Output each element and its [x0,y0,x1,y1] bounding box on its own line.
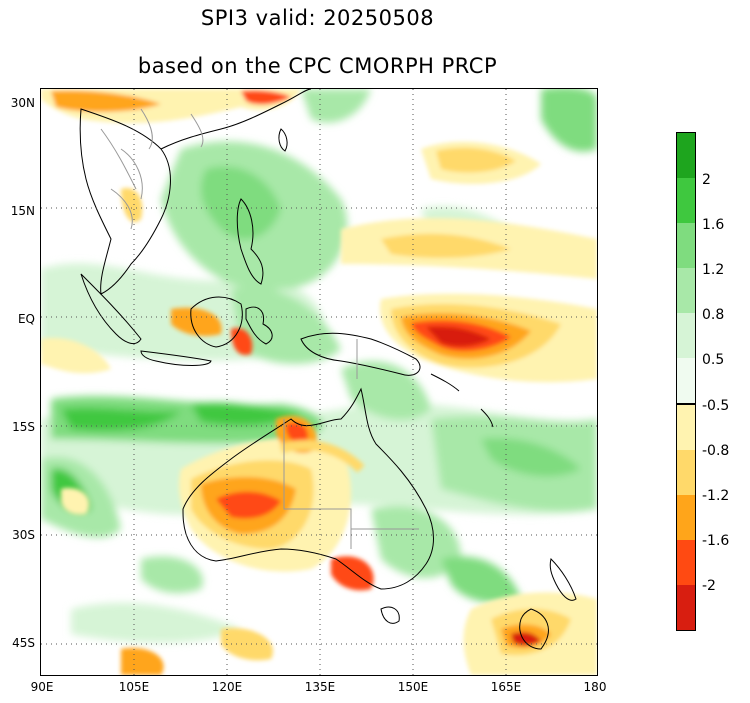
lon-label-165e: 165E [490,680,522,694]
lat-label-30s: 30S [12,528,35,542]
spi-map [40,88,598,676]
colorbar-wet [676,132,696,404]
colorbar-dry [676,404,696,631]
colorbar-wet-label: 0.8 [702,307,725,323]
colorbar-dry-label: -0.8 [702,443,730,459]
colorbar-swatch [677,495,695,540]
borders [100,108,419,549]
colorbar-swatch [677,223,695,268]
lon-label-180: 180 [583,680,607,694]
lon-label-120e: 120E [211,680,243,694]
lat-label-30n: 30N [10,96,35,110]
lat-label-15s: 15S [12,420,35,434]
colorbar-swatch [677,450,695,495]
coastlines [79,89,577,650]
lon-label-105e: 105E [118,680,150,694]
colorbar-wet-label: 1.6 [702,217,725,233]
colorbar-swatch [677,178,695,223]
colorbar-swatch [677,268,695,313]
colorbar-swatch [677,133,695,178]
colorbar-swatch [677,358,695,403]
colorbar-swatch [677,313,695,358]
dry-anomaly-field [41,89,597,675]
colorbar-dry-label: -1.2 [702,488,730,504]
colorbar-wet-label: 1.2 [702,262,725,278]
lon-label-150e: 150E [397,680,429,694]
lon-label-135e: 135E [304,680,336,694]
colorbar-wet-label: 0.5 [702,352,725,368]
colorbar-wet-label: 2 [702,172,711,188]
colorbar-dry-label: -1.6 [702,533,730,549]
colorbar-dry-label: -0.5 [702,398,730,414]
map-title: SPI3 valid: 20250508 [200,6,435,30]
lat-label-eq: EQ [17,312,35,326]
lat-label-15n: 15N [10,204,35,218]
colorbar-swatch [677,585,695,630]
spi-map-canvas [41,89,597,675]
lat-label-45s: 45S [12,636,35,650]
lon-label-90e: 90E [30,680,54,694]
map-subtitle: based on the CPC CMORPH PRCP [137,54,498,78]
colorbar-swatch [677,540,695,585]
colorbar-swatch [677,405,695,450]
colorbar-dry-label: -2 [702,578,716,594]
